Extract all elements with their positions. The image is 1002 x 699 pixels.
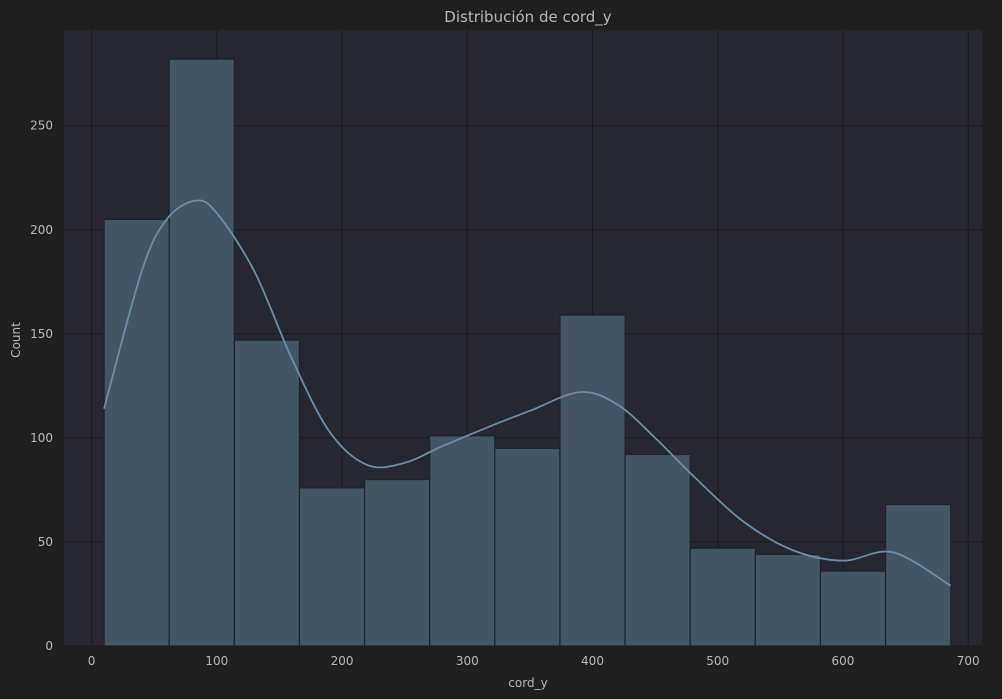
x-tick-label: 700 bbox=[957, 654, 980, 668]
y-axis-label: Count bbox=[9, 322, 23, 358]
x-tick-label: 200 bbox=[331, 654, 354, 668]
y-tick-label: 100 bbox=[30, 431, 53, 445]
x-tick-label: 0 bbox=[88, 654, 96, 668]
x-tick-label: 300 bbox=[456, 654, 479, 668]
chart-title: Distribución de cord_y bbox=[444, 8, 612, 27]
x-axis-label: cord_y bbox=[508, 676, 547, 690]
x-tick-label: 400 bbox=[581, 654, 604, 668]
y-tick-labels: 0 50 100 150 200 250 bbox=[30, 119, 53, 653]
histogram-bar bbox=[298, 487, 366, 647]
histogram-bar bbox=[559, 314, 626, 647]
histogram-bar bbox=[819, 570, 887, 647]
x-tick-label: 600 bbox=[832, 654, 855, 668]
y-tick-label: 200 bbox=[30, 223, 53, 237]
y-tick-label: 250 bbox=[30, 119, 53, 133]
histogram-bar bbox=[168, 58, 235, 647]
bars-layer bbox=[103, 58, 952, 647]
histogram-bar bbox=[103, 218, 170, 647]
histogram-bar bbox=[754, 553, 822, 647]
kde-line bbox=[103, 199, 952, 587]
x-tick-label: 500 bbox=[706, 654, 729, 668]
histogram-bar bbox=[233, 339, 301, 647]
histogram-bar bbox=[363, 478, 431, 647]
y-tick-label: 0 bbox=[45, 639, 53, 653]
y-tick-label: 50 bbox=[38, 535, 53, 549]
x-tick-label: 100 bbox=[205, 654, 228, 668]
histogram-bar bbox=[884, 503, 952, 647]
y-tick-label: 150 bbox=[30, 327, 53, 341]
histogram-bar bbox=[429, 435, 496, 647]
histogram-bar bbox=[689, 547, 756, 647]
x-tick-labels: 0 100 200 300 400 500 600 700 bbox=[88, 654, 980, 668]
histogram-bar bbox=[494, 447, 561, 647]
histogram-bar bbox=[624, 453, 691, 647]
